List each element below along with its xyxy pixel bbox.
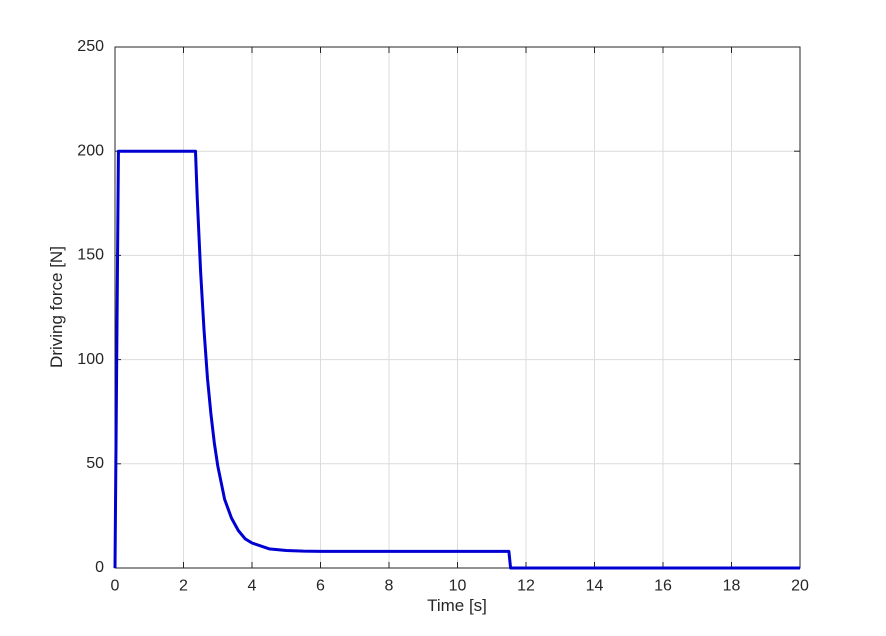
x-tick-label: 0: [111, 577, 120, 594]
x-tick-label: 2: [179, 577, 188, 594]
x-axis-label: Time [s]: [427, 596, 487, 615]
x-tick-label: 16: [654, 577, 672, 594]
y-tick-label: 200: [77, 142, 104, 159]
x-tick-label: 10: [449, 577, 467, 594]
y-tick-label: 250: [77, 38, 104, 55]
x-tick-label: 6: [316, 577, 325, 594]
x-tick-label: 18: [723, 577, 741, 594]
y-tick-label: 150: [77, 247, 104, 264]
series-line-driving-force: [113, 149, 800, 570]
y-axis-label: Driving force [N]: [47, 246, 66, 368]
x-tick-label: 14: [586, 577, 604, 594]
x-tick-label: 20: [791, 577, 809, 594]
y-tick-label: 50: [86, 455, 104, 472]
x-tick-label: 8: [385, 577, 394, 594]
x-tick-label: 4: [248, 577, 257, 594]
y-tick-label: 0: [95, 559, 104, 576]
y-tick-label: 100: [77, 351, 104, 368]
x-tick-label: 12: [517, 577, 535, 594]
